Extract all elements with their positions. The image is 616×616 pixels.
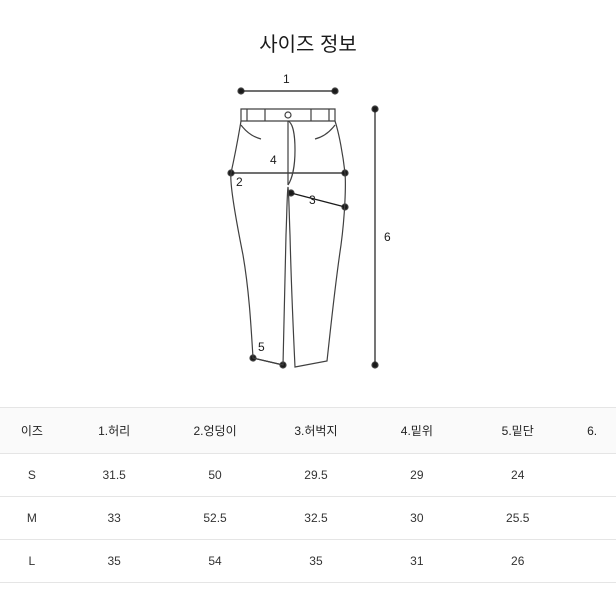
cell: L [0,540,64,583]
measure-label-3: 3 [309,193,316,207]
cell: 33 [64,497,165,540]
size-table-container: 이즈 1.허리 2.엉덩이 3.허벅지 4.밑위 5.밑단 6. S 31.5 … [0,407,616,583]
col-header: 3.허벅지 [266,408,367,454]
measure-label-2: 2 [236,175,243,189]
cell [568,454,616,497]
cell: 50 [165,454,266,497]
cell: 29.5 [266,454,367,497]
cell: 31 [366,540,467,583]
pants-diagram: 1 2 3 4 5 6 [203,75,413,385]
table-row: L 35 54 35 31 26 [0,540,616,583]
cell: 35 [266,540,367,583]
table-row: M 33 52.5 32.5 30 25.5 [0,497,616,540]
col-header: 6. [568,408,616,454]
col-header: 1.허리 [64,408,165,454]
cell: 26 [467,540,568,583]
pants-svg [203,75,413,385]
measure-label-5: 5 [258,340,265,354]
cell: 32.5 [266,497,367,540]
cell: 30 [366,497,467,540]
cell [568,497,616,540]
diagram-container: 1 2 3 4 5 6 [0,75,616,385]
table-row: S 31.5 50 29.5 29 24 [0,454,616,497]
cell: 29 [366,454,467,497]
cell: 31.5 [64,454,165,497]
cell: 52.5 [165,497,266,540]
measure-label-6: 6 [384,230,391,244]
cell: S [0,454,64,497]
table-header-row: 이즈 1.허리 2.엉덩이 3.허벅지 4.밑위 5.밑단 6. [0,408,616,454]
page-title: 사이즈 정보 [0,0,616,75]
cell: 24 [467,454,568,497]
col-header: 5.밑단 [467,408,568,454]
col-header: 4.밑위 [366,408,467,454]
col-header: 이즈 [0,408,64,454]
cell [568,540,616,583]
cell: M [0,497,64,540]
measure-label-1: 1 [283,72,290,86]
measure-label-4: 4 [270,153,277,167]
size-table: 이즈 1.허리 2.엉덩이 3.허벅지 4.밑위 5.밑단 6. S 31.5 … [0,407,616,583]
cell: 25.5 [467,497,568,540]
cell: 54 [165,540,266,583]
col-header: 2.엉덩이 [165,408,266,454]
cell: 35 [64,540,165,583]
